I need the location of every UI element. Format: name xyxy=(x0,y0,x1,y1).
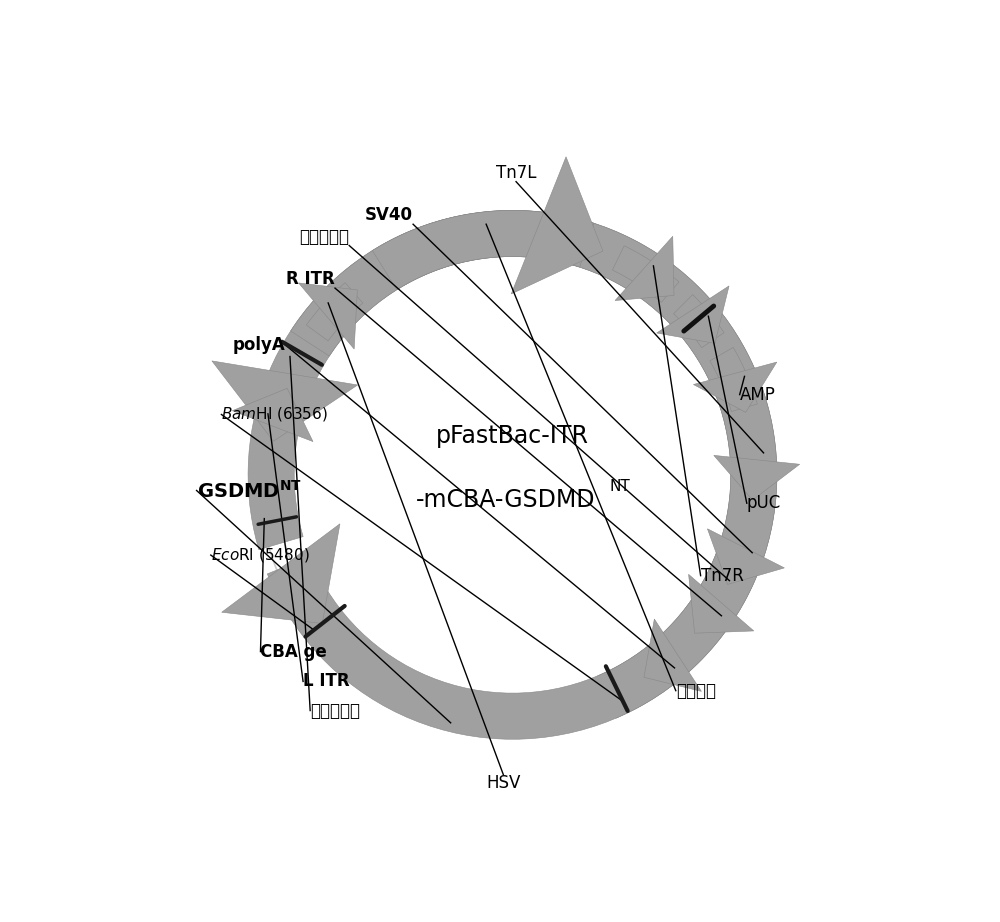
Polygon shape xyxy=(248,210,777,718)
Polygon shape xyxy=(306,283,363,341)
Text: Tn7R: Tn7R xyxy=(701,567,744,585)
Polygon shape xyxy=(735,418,767,495)
Polygon shape xyxy=(511,157,603,294)
Text: pFastBac-ITR: pFastBac-ITR xyxy=(436,424,589,448)
Text: AMP: AMP xyxy=(740,385,776,404)
Text: SV40: SV40 xyxy=(365,207,413,224)
Polygon shape xyxy=(657,286,729,343)
Polygon shape xyxy=(232,388,313,442)
Text: 多克隆位点: 多克隆位点 xyxy=(310,702,360,719)
Polygon shape xyxy=(615,236,674,301)
Polygon shape xyxy=(612,246,679,302)
Polygon shape xyxy=(640,636,693,686)
Polygon shape xyxy=(267,210,777,739)
Polygon shape xyxy=(710,348,757,411)
Text: polyA: polyA xyxy=(233,336,285,354)
Polygon shape xyxy=(372,210,594,290)
Text: 多克隆位点: 多克隆位点 xyxy=(299,228,349,245)
Polygon shape xyxy=(262,386,299,431)
Polygon shape xyxy=(693,362,777,412)
Polygon shape xyxy=(299,283,357,349)
Polygon shape xyxy=(717,526,761,586)
Text: NT: NT xyxy=(610,479,631,494)
Text: Tn7L: Tn7L xyxy=(496,163,536,182)
Text: $\it{Bam}$HI (6356): $\it{Bam}$HI (6356) xyxy=(221,406,328,423)
Polygon shape xyxy=(212,361,358,442)
Text: L ITR: L ITR xyxy=(303,672,350,691)
Polygon shape xyxy=(222,524,340,623)
Text: pUC: pUC xyxy=(747,494,781,513)
Text: R ITR: R ITR xyxy=(286,270,335,288)
Text: CBA ge: CBA ge xyxy=(260,643,327,661)
Polygon shape xyxy=(674,295,724,348)
Text: -mCBA-GSDMD: -mCBA-GSDMD xyxy=(416,488,595,512)
Text: $\it{Eco}$RI (5480): $\it{Eco}$RI (5480) xyxy=(211,546,309,564)
Text: 庆大霉素: 庆大霉素 xyxy=(676,681,716,700)
Polygon shape xyxy=(686,592,731,640)
Text: GSDMD$^{\mathregular{NT}}$: GSDMD$^{\mathregular{NT}}$ xyxy=(197,479,301,502)
Polygon shape xyxy=(714,455,800,500)
Text: HSV: HSV xyxy=(486,774,520,792)
Polygon shape xyxy=(707,529,784,585)
Polygon shape xyxy=(689,574,754,633)
Polygon shape xyxy=(644,619,701,692)
